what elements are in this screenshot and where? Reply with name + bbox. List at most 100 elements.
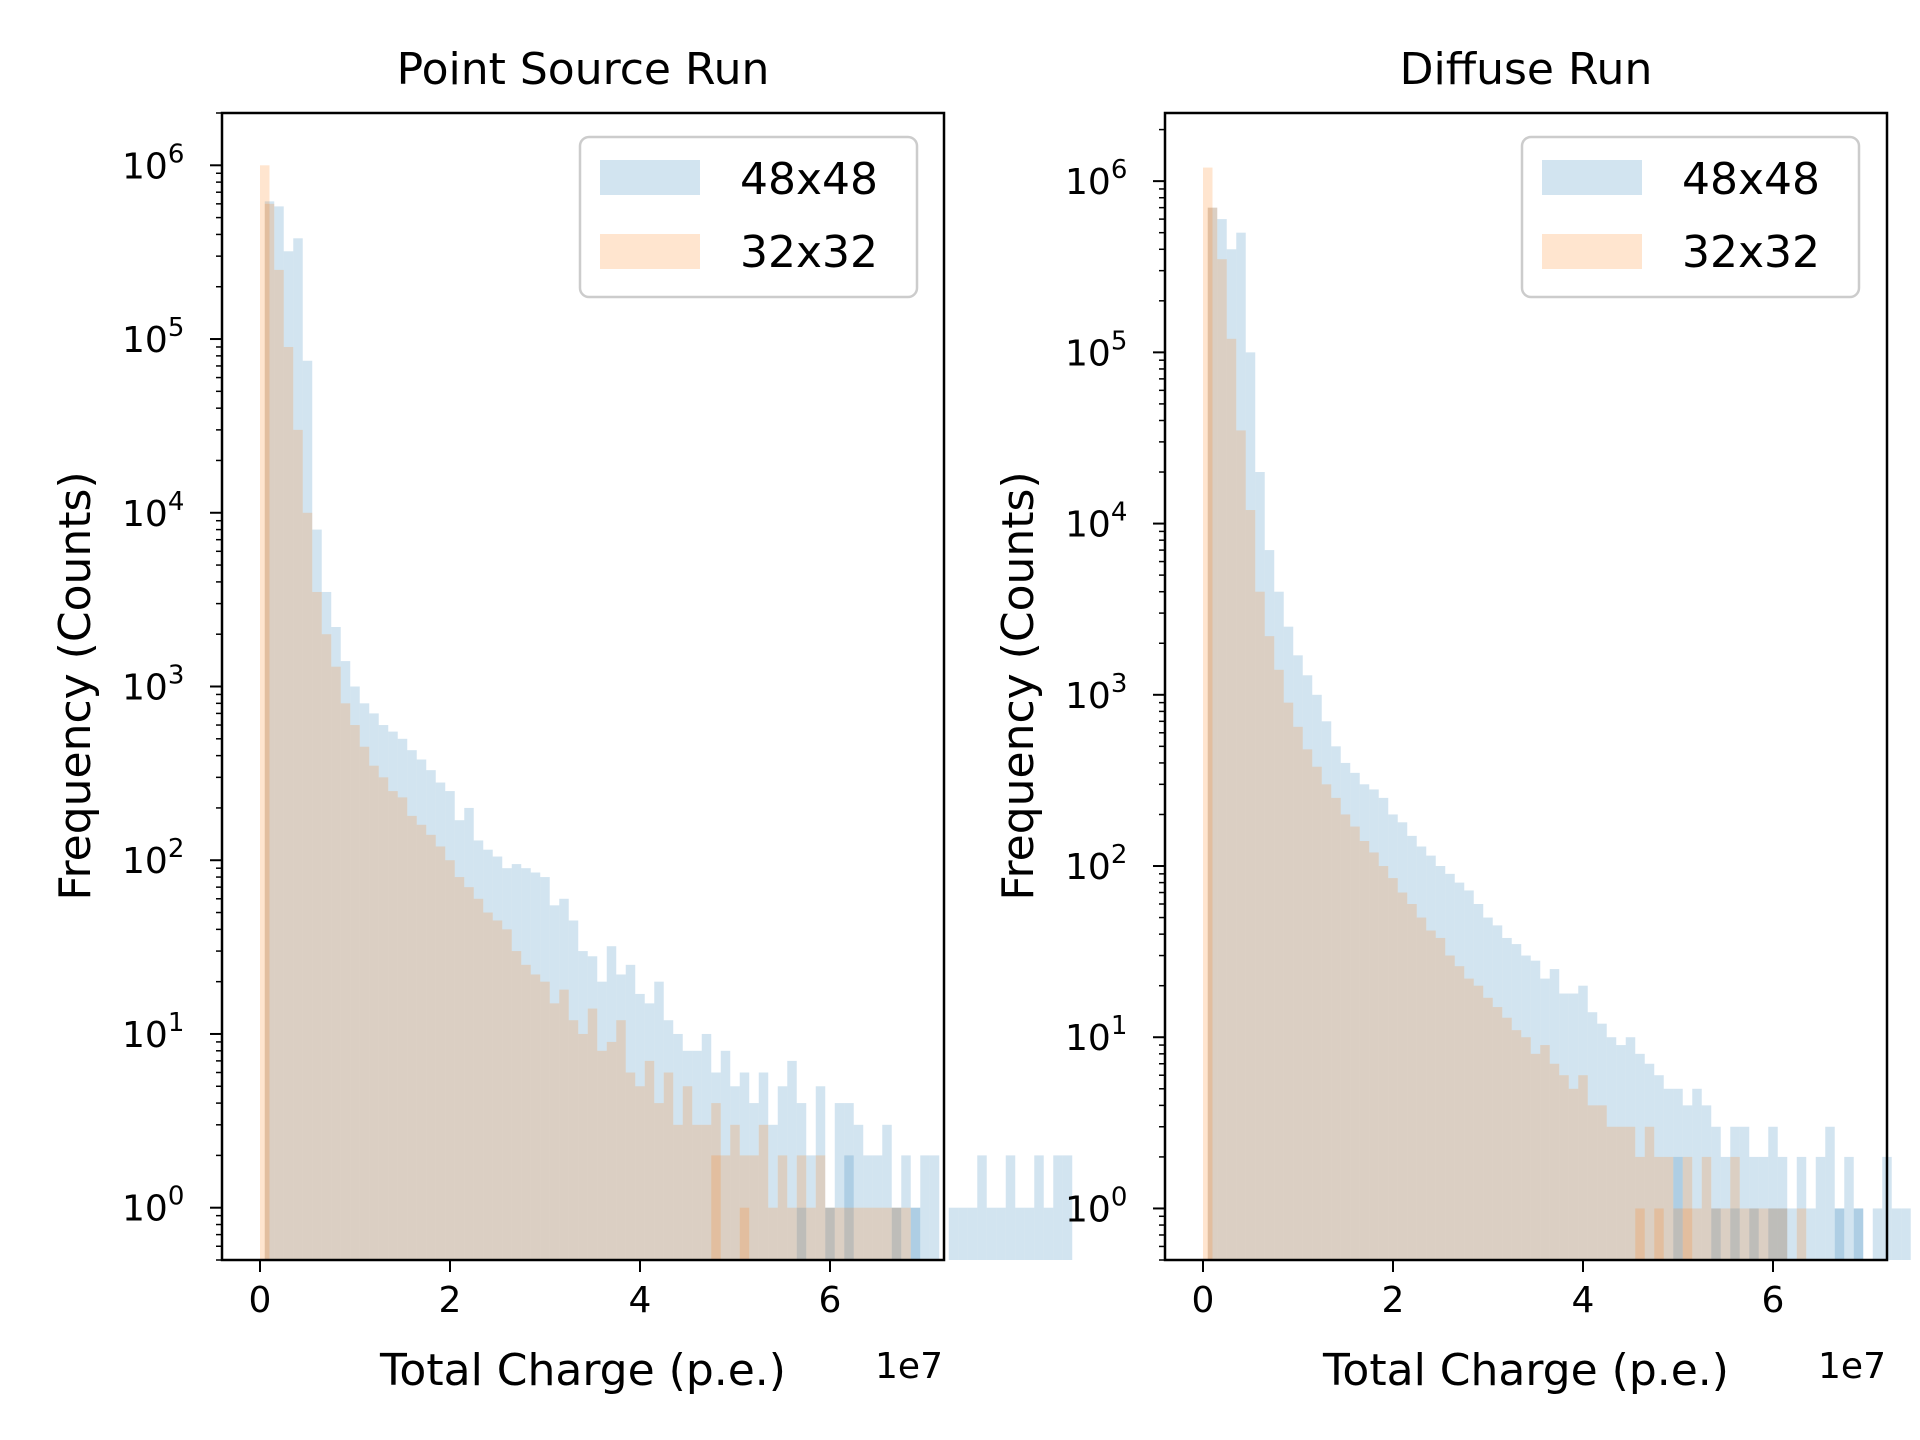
bar-32x32-21 — [1407, 904, 1417, 1260]
bar-48x48-9 — [1293, 655, 1303, 1260]
bar-32x32-46 — [701, 1124, 712, 1260]
bar-48x48-58 — [1758, 1156, 1769, 1260]
bar-48x48-extra-5 — [1777, 1208, 1788, 1260]
bar-32x32-55 — [1730, 1156, 1740, 1260]
bar-48x48-67 — [1844, 1156, 1854, 1260]
bar-32x32-32 — [1511, 1030, 1522, 1260]
y-tick-label: 105 — [122, 313, 184, 361]
bar-48x48-40 — [644, 1003, 655, 1260]
bar-32x32-7 — [331, 666, 341, 1260]
bar-32x32-extra-2 — [1654, 1208, 1664, 1260]
bar-48x48-34 — [587, 956, 598, 1260]
bar-48x48-77 — [996, 1207, 1006, 1260]
bar-32x32-35 — [1540, 1045, 1550, 1260]
bar-32x32-9 — [1293, 726, 1303, 1260]
bar-32x32-65 — [882, 1207, 892, 1260]
bar-32x32-32 — [568, 1020, 579, 1260]
bar-48x48-59 — [825, 1207, 835, 1260]
bar-32x32-54 — [777, 1155, 788, 1260]
x-tick-label: 2 — [1382, 1280, 1405, 1321]
bar-32x32-45 — [1635, 1156, 1645, 1260]
bar-32x32-10 — [1302, 749, 1313, 1260]
bar-32x32-11 — [369, 765, 379, 1260]
bar-32x32-1 — [1217, 259, 1227, 1260]
bar-48x48-64 — [1815, 1156, 1826, 1260]
bar-32x32-59 — [825, 1207, 835, 1260]
bar-48x48-64 — [872, 1155, 883, 1260]
bar-48x48-75 — [977, 1155, 987, 1260]
panel-title: Diffuse Run — [1400, 44, 1653, 95]
bar-48x48-11 — [369, 713, 379, 1260]
bar-32x32-26 — [511, 951, 522, 1260]
bar-48x48-58 — [815, 1086, 826, 1260]
bar-48x48-34 — [1530, 960, 1541, 1260]
bar-32x32-3 — [293, 429, 303, 1260]
bar-32x32-28 — [530, 974, 541, 1260]
bar-48x48-52 — [1701, 1105, 1712, 1260]
bar-32x32-19 — [1388, 878, 1398, 1260]
bar-48x48-37 — [1559, 993, 1569, 1260]
bar-48x48-18 — [435, 782, 446, 1260]
bar-48x48-70 — [929, 1155, 940, 1260]
bar-48x48-60 — [1777, 1156, 1788, 1260]
bar-32x32-7 — [1274, 669, 1284, 1260]
bar-48x48-4 — [302, 360, 313, 1260]
y-tick-label: 102 — [122, 834, 184, 882]
y-tick-label: 104 — [1065, 498, 1127, 546]
bar-48x48-83 — [1053, 1155, 1063, 1260]
bar-32x32-17 — [1369, 852, 1379, 1260]
bar-48x48-33 — [578, 951, 588, 1260]
bar-32x32-64 — [872, 1207, 883, 1260]
legend: 48x48 32x32 — [578, 135, 919, 299]
bar-48x48-78 — [1005, 1155, 1016, 1260]
bar-48x48-73 — [958, 1207, 968, 1260]
bar-32x32-62 — [1796, 1208, 1807, 1260]
bar-32x32-14 — [397, 797, 408, 1260]
x-tick-label: 6 — [819, 1280, 842, 1321]
bar-32x32-33 — [578, 1033, 588, 1260]
bar-48x48-26 — [511, 864, 522, 1260]
bar-48x48-2 — [1226, 249, 1237, 1260]
bar-32x32-62 — [853, 1207, 864, 1260]
bar-48x48-31 — [559, 898, 569, 1260]
x-axis-label: Total Charge (p.e.) — [379, 1345, 786, 1396]
bar-32x32-55 — [787, 1207, 797, 1260]
bar-48x48-extra-0 — [1673, 1156, 1683, 1260]
bar-32x32-4 — [302, 512, 313, 1260]
bar-32x32-46 — [1644, 1126, 1655, 1260]
bar-32x32-15 — [407, 815, 417, 1260]
bar-48x48-56 — [796, 1103, 807, 1260]
bar-32x32-35 — [597, 1050, 607, 1260]
bar-48x48-35 — [1540, 978, 1550, 1260]
y-axis: 100 101 102 103 104 105 106 — [122, 112, 222, 1261]
bar-48x48-12 — [1321, 721, 1332, 1260]
bar-32x32-30 — [549, 1003, 560, 1260]
x-offset-label: 1e7 — [875, 1346, 943, 1387]
bar-32x32-36 — [1549, 1063, 1560, 1260]
histogram-bars — [1203, 167, 1911, 1261]
bar-32x32-extra-0 — [1203, 167, 1213, 1261]
bar-32x32-51 — [749, 1155, 759, 1260]
bar-32x32-19 — [445, 860, 455, 1260]
bar-32x32-34 — [587, 1008, 598, 1260]
bar-48x48-81 — [1034, 1155, 1044, 1260]
bar-48x48-extra-4 — [1768, 1208, 1778, 1260]
legend-label-32x32: 32x32 — [740, 227, 878, 278]
bar-48x48-61 — [844, 1103, 854, 1260]
bar-48x48-19 — [445, 791, 455, 1260]
bar-48x48-21 — [464, 807, 474, 1260]
bar-48x48-82 — [1043, 1207, 1054, 1260]
bar-32x32-5 — [312, 591, 322, 1260]
bar-48x48-57 — [806, 1155, 816, 1260]
bar-32x32-2 — [1226, 338, 1237, 1260]
bar-32x32-4 — [1245, 510, 1256, 1260]
bar-32x32-60 — [834, 1207, 845, 1260]
bar-32x32-17 — [426, 834, 436, 1260]
bar-48x48-61 — [1787, 1208, 1797, 1260]
bar-48x48-extra-2 — [1730, 1208, 1740, 1260]
bar-48x48-24 — [1435, 866, 1446, 1260]
bar-48x48-65 — [882, 1124, 892, 1260]
y-axis-label: Frequency (Counts) — [993, 471, 1044, 900]
x-tick-label: 0 — [249, 1280, 272, 1321]
bar-48x48-36 — [1549, 969, 1560, 1260]
